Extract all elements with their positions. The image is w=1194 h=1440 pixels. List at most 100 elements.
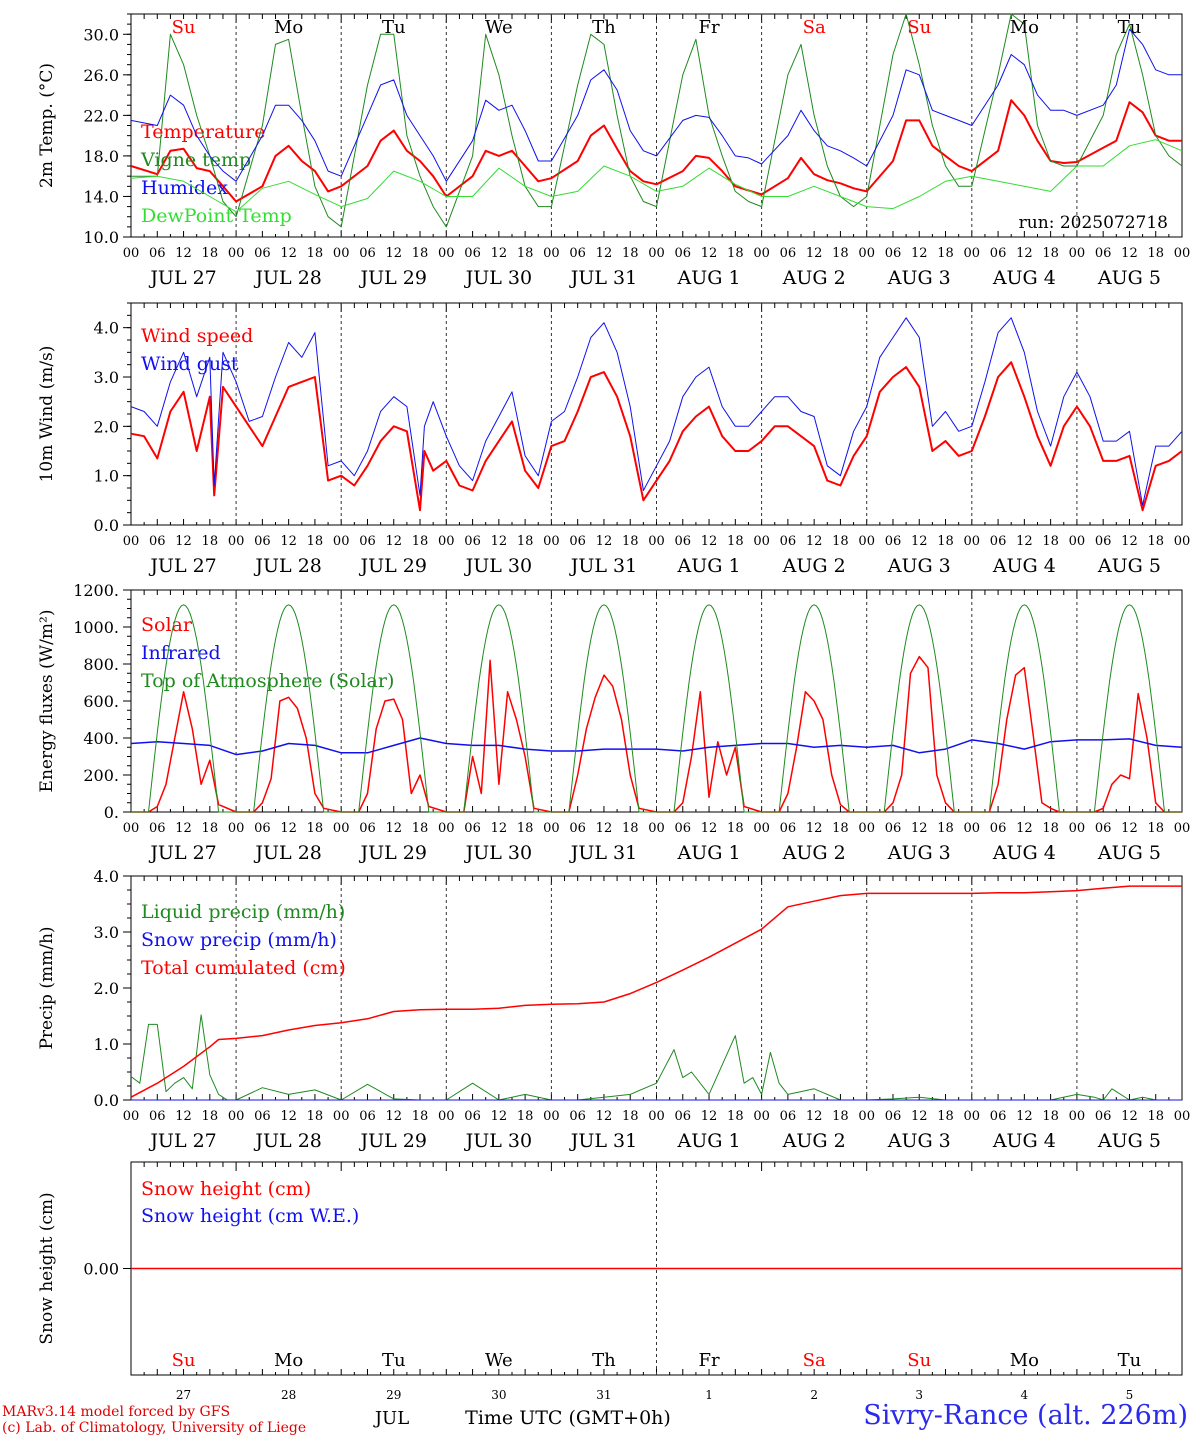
hour-tick-label: 12 (385, 1109, 402, 1124)
date-label: JUL 29 (359, 555, 427, 577)
panel-5: 0.00 Snow height (cm) Snow height (cm) Snow… (37, 1161, 1183, 1429)
hour-tick-label: 06 (569, 1109, 586, 1124)
hour-tick-label: 06 (990, 534, 1007, 549)
hour-tick-label: 06 (1095, 1109, 1112, 1124)
hour-tick-label: 00 (648, 1109, 665, 1124)
date-label: AUG 2 (782, 267, 846, 289)
hour-tick-label: 18 (832, 534, 849, 549)
y-tick-label: 0.0 (94, 1091, 119, 1110)
day-number-label: 5 (1126, 1388, 1134, 1402)
hour-tick-label: 18 (307, 534, 324, 549)
hour-tick-label: 18 (727, 821, 744, 836)
date-label: JUL 29 (359, 842, 427, 864)
legend-top-of-atmosphere-solar-: Top of Atmosphere (Solar) (141, 670, 394, 692)
hour-tick-label: 12 (1121, 246, 1138, 261)
hour-tick-label: 18 (832, 246, 849, 261)
series-wind-gust (130, 317, 1183, 506)
y-tick-label: 600. (83, 692, 119, 711)
hour-tick-label: 00 (1174, 821, 1191, 836)
hour-tick-label: 18 (727, 246, 744, 261)
legend-total-cumulated-cm-: Total cumulated (cm) (141, 957, 346, 979)
hour-tick-label: 00 (1069, 534, 1086, 549)
date-label: JUL 28 (253, 267, 321, 289)
hour-tick-label: 06 (885, 1109, 902, 1124)
run-label: run: 2025072718 (1019, 213, 1168, 233)
hour-tick-label: 00 (1069, 1109, 1086, 1124)
y-tick-label: 0.0 (94, 516, 119, 535)
hour-tick-label: 06 (780, 534, 797, 549)
date-label: AUG 3 (887, 842, 951, 864)
hour-tick-label: 12 (911, 534, 928, 549)
hour-tick-label: 00 (753, 1109, 770, 1124)
weekday-label: Fr (699, 17, 720, 38)
hour-tick-label: 12 (1121, 821, 1138, 836)
hour-tick-label: 18 (1042, 534, 1059, 549)
weekday-label: Sa (803, 1350, 826, 1371)
hour-tick-label: 00 (543, 821, 560, 836)
hour-tick-label: 00 (123, 821, 140, 836)
weekday-label: Tu (382, 17, 406, 38)
date-label: JUL 30 (464, 842, 532, 864)
date-label: AUG 4 (992, 555, 1056, 577)
y-tick-label: 0.00 (83, 1260, 119, 1279)
day-number-label: 31 (596, 1388, 611, 1402)
hour-tick-label: 06 (359, 821, 376, 836)
legend-snow-precip-mm-h-: Snow precip (mm/h) (141, 929, 337, 951)
day-number-label: 29 (386, 1388, 401, 1402)
hour-tick-label: 18 (1147, 534, 1164, 549)
hour-tick-label: 12 (280, 1109, 297, 1124)
date-label: JUL 28 (253, 842, 321, 864)
hour-tick-label: 12 (491, 534, 508, 549)
hour-tick-label: 00 (753, 821, 770, 836)
legend-temperature: Temperature (141, 121, 265, 143)
date-label: AUG 4 (992, 1130, 1056, 1152)
hour-tick-label: 00 (438, 534, 455, 549)
time-axis-label: Time UTC (GMT+0h) (465, 1407, 671, 1429)
hour-tick-label: 12 (280, 246, 297, 261)
date-label: JUL 30 (464, 555, 532, 577)
hour-tick-label: 12 (175, 246, 192, 261)
hour-tick-label: 00 (543, 534, 560, 549)
y-tick-label: 1.0 (94, 1035, 119, 1054)
hour-tick-label: 06 (569, 246, 586, 261)
hour-tick-label: 06 (1095, 534, 1112, 549)
hour-tick-label: 18 (517, 1109, 534, 1124)
legend-vigne-temp: Vigne temp (140, 149, 251, 171)
hour-tick-label: 00 (858, 1109, 875, 1124)
hour-tick-label: 18 (202, 1109, 219, 1124)
hour-tick-label: 06 (464, 246, 481, 261)
date-label: JUL 28 (253, 1130, 321, 1152)
series-top-of-atmosphere-solar- (131, 604, 1182, 813)
station-name: Sivry-Rance (alt. 226m) (863, 1400, 1188, 1431)
hour-tick-label: 06 (990, 246, 1007, 261)
legend-liquid-precip-mm-h-: Liquid precip (mm/h) (141, 901, 345, 923)
hour-tick-label: 12 (175, 821, 192, 836)
panel-3: 0. 200. 400. 600. 800. 1000. 1200. Energy fluxe… (37, 581, 1190, 864)
hour-tick-label: 18 (202, 246, 219, 261)
hour-tick-label: 00 (333, 534, 350, 549)
legend-wind-speed: Wind speed (141, 325, 253, 347)
hour-tick-label: 00 (1069, 246, 1086, 261)
hour-tick-label: 06 (780, 1109, 797, 1124)
hour-tick-label: 06 (254, 821, 271, 836)
weekday-label: Tu (1118, 17, 1142, 38)
weekday-label: Mo (274, 1350, 303, 1371)
date-label: JUL 27 (148, 555, 216, 577)
weekday-label: Tu (1118, 1350, 1142, 1371)
date-label: JUL 29 (359, 1130, 427, 1152)
hour-tick-label: 06 (675, 534, 692, 549)
hour-tick-label: 06 (359, 1109, 376, 1124)
hour-tick-label: 12 (491, 821, 508, 836)
date-label: AUG 2 (782, 555, 846, 577)
panel-4: 0.0 1.0 2.0 3.0 4.0 Precip (mm/h) Liquid preci… (37, 867, 1190, 1152)
hour-tick-label: 00 (333, 1109, 350, 1124)
y-tick-label: 3.0 (94, 368, 119, 387)
hour-tick-label: 18 (517, 246, 534, 261)
date-label: JUL 31 (569, 1130, 637, 1152)
month-label: JUL (373, 1408, 409, 1429)
hour-tick-label: 06 (780, 821, 797, 836)
day-number-label: 3 (915, 1388, 923, 1402)
hour-tick-label: 12 (491, 1109, 508, 1124)
panel-1: 10.0 14.0 18.0 22.0 26.0 30.0 2m Temp. (°C) Tem… (37, 13, 1190, 289)
hour-tick-label: 18 (412, 246, 429, 261)
